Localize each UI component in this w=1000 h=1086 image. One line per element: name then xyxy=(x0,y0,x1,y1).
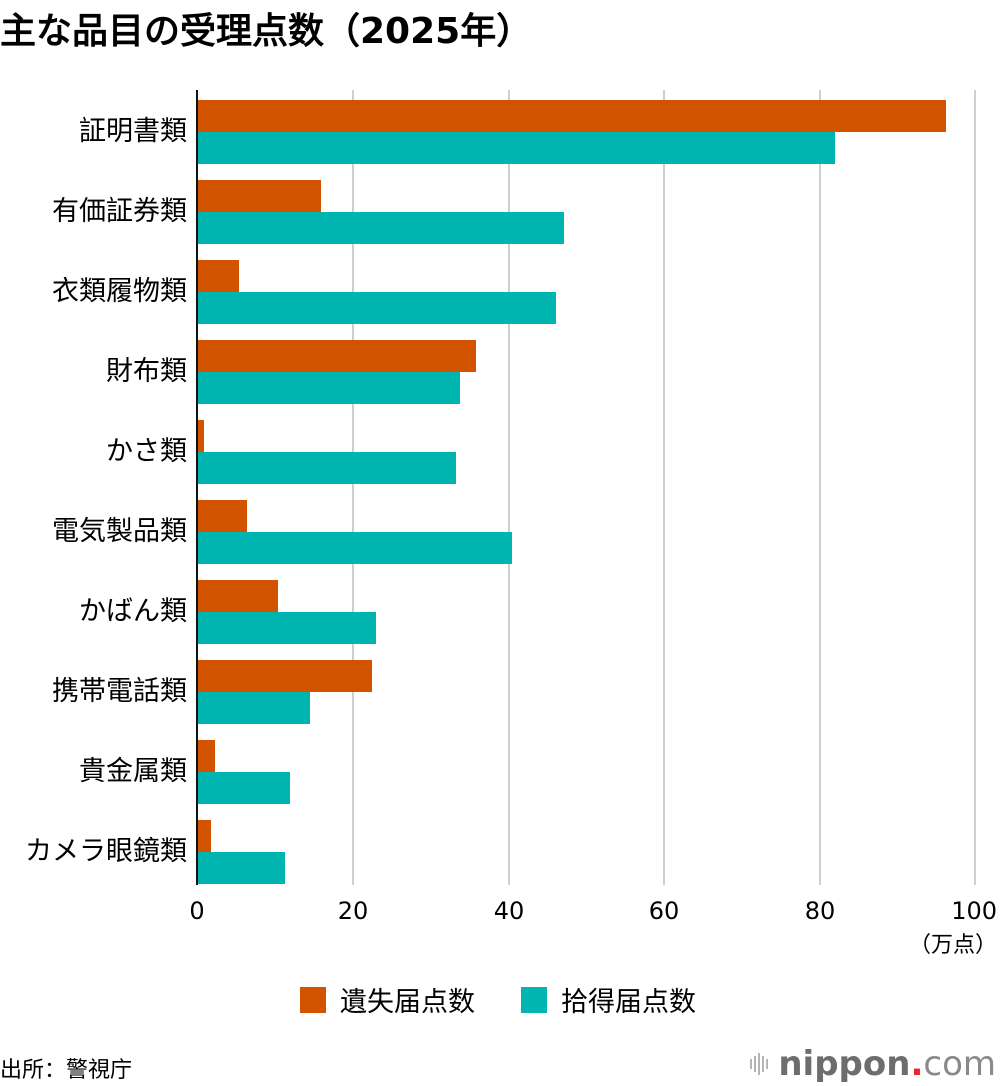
bar-lost xyxy=(197,740,215,772)
bar-found xyxy=(197,372,460,404)
x-tick-20: 20 xyxy=(337,897,369,925)
bar-lost xyxy=(197,260,239,292)
legend-label-found: 拾得届点数 xyxy=(561,987,696,1018)
bar-found xyxy=(197,452,457,484)
plot-area xyxy=(197,90,976,885)
source-note: 出所：警視庁 xyxy=(0,1058,133,1083)
bar-lost xyxy=(197,420,204,452)
logo-soundwave-icon xyxy=(750,1051,770,1077)
x-tick-80: 80 xyxy=(804,897,836,925)
legend-item-found: 拾得届点数 xyxy=(521,980,696,1019)
bar-lost xyxy=(197,580,278,612)
category-label: 財布類 xyxy=(106,356,187,387)
chart-title: 主な品目の受理点数（2025年） xyxy=(0,11,533,52)
gridline-100 xyxy=(974,90,976,885)
bar-found xyxy=(197,212,565,244)
category-label: 貴金属類 xyxy=(79,756,187,787)
bar-lost xyxy=(197,180,321,212)
bar-found xyxy=(197,772,291,804)
legend-swatch-found xyxy=(521,986,547,1013)
bar-lost xyxy=(197,100,947,132)
category-label: 電気製品類 xyxy=(52,516,187,547)
bar-lost xyxy=(197,500,247,532)
category-label: 証明書類 xyxy=(79,116,187,147)
bar-found xyxy=(197,852,285,884)
nippon-logo: nippon. com xyxy=(750,1044,996,1084)
x-tick-0: 0 xyxy=(189,897,205,925)
category-label: 衣類履物類 xyxy=(52,276,187,307)
category-label: 有価証券類 xyxy=(52,196,187,227)
bar-lost xyxy=(197,820,211,852)
gridline-60 xyxy=(663,90,665,885)
legend: 遺失届点数 拾得届点数 xyxy=(300,980,742,1019)
category-label: かばん類 xyxy=(79,596,187,627)
bar-found xyxy=(197,692,310,724)
x-tick-100: 100 xyxy=(951,897,997,925)
x-tick-60: 60 xyxy=(648,897,680,925)
logo-name: nippon xyxy=(778,1044,911,1084)
bar-found xyxy=(197,292,556,324)
y-axis-line-stroke xyxy=(196,90,198,885)
logo-dot: . xyxy=(910,1044,924,1084)
legend-label-lost: 遺失届点数 xyxy=(340,987,475,1018)
gridline-40 xyxy=(508,90,510,885)
legend-item-lost: 遺失届点数 xyxy=(300,980,475,1019)
category-label: カメラ眼鏡類 xyxy=(25,836,187,867)
category-label: 携帯電話類 xyxy=(52,676,187,707)
bar-found xyxy=(197,612,376,644)
x-tick-40: 40 xyxy=(493,897,525,925)
category-label: かさ類 xyxy=(106,436,187,467)
x-axis-unit: （万点） xyxy=(908,933,997,958)
bar-found xyxy=(197,532,513,564)
logo-suffix: com xyxy=(923,1044,996,1084)
gridline-20 xyxy=(352,90,354,885)
bar-lost xyxy=(197,660,373,692)
legend-swatch-lost xyxy=(300,986,326,1013)
bar-found xyxy=(197,132,835,164)
gridline-80 xyxy=(819,90,821,885)
bar-lost xyxy=(197,340,477,372)
